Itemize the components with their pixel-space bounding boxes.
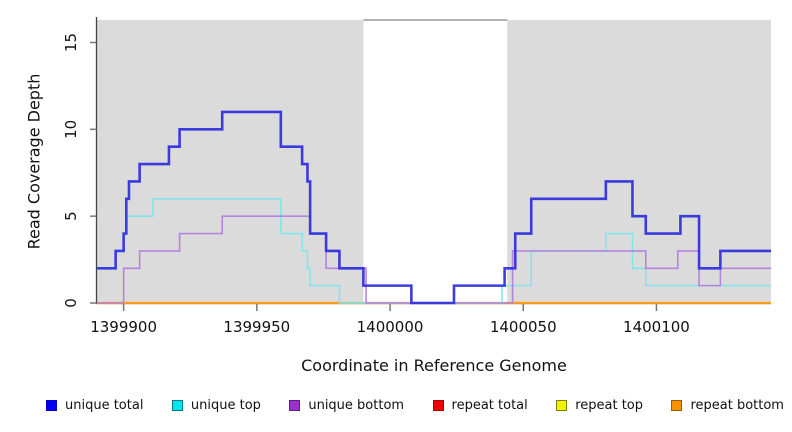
legend: unique total unique top unique bottom repea… (46, 398, 784, 413)
y-axis-label: Read Coverage Depth (24, 73, 44, 250)
legend-item-label: unique total (65, 398, 144, 413)
x-tick-label: 1399900 (90, 318, 157, 336)
legend-swatch-icon (671, 400, 683, 411)
legend-item: repeat total (432, 398, 528, 413)
x-tick-label: 1400050 (490, 318, 557, 336)
legend-item: unique top (171, 398, 261, 413)
legend-item: repeat bottom (671, 398, 784, 413)
y-tick-label: 5 (62, 211, 80, 221)
legend-item-label: repeat bottom (690, 398, 784, 413)
legend-swatch-icon (556, 400, 568, 411)
x-tick-label: 1399950 (223, 318, 290, 336)
legend-item: repeat top (556, 398, 643, 413)
legend-swatch-icon (432, 400, 444, 411)
y-tick-label: 15 (62, 33, 80, 52)
legend-item: unique total (46, 398, 143, 413)
legend-swatch-icon (171, 400, 183, 411)
legend-swatch-icon (46, 400, 57, 411)
y-tick-label: 10 (62, 120, 80, 139)
shaded-region (507, 20, 771, 303)
legend-item-label: unique bottom (308, 398, 405, 413)
legend-item-label: unique top (190, 398, 261, 413)
legend-swatch-icon (289, 400, 301, 411)
x-axis-label: Coordinate in Reference Genome (301, 356, 567, 375)
legend-item: unique bottom (289, 398, 404, 413)
x-tick-label: 1400000 (357, 318, 424, 336)
legend-item-label: repeat total (451, 398, 528, 413)
x-tick-label: 1400100 (623, 318, 690, 336)
y-tick-label: 0 (62, 298, 80, 308)
series-line-unique-total (97, 110, 771, 305)
shaded-region (97, 20, 364, 303)
legend-item-label: repeat top (575, 398, 643, 413)
